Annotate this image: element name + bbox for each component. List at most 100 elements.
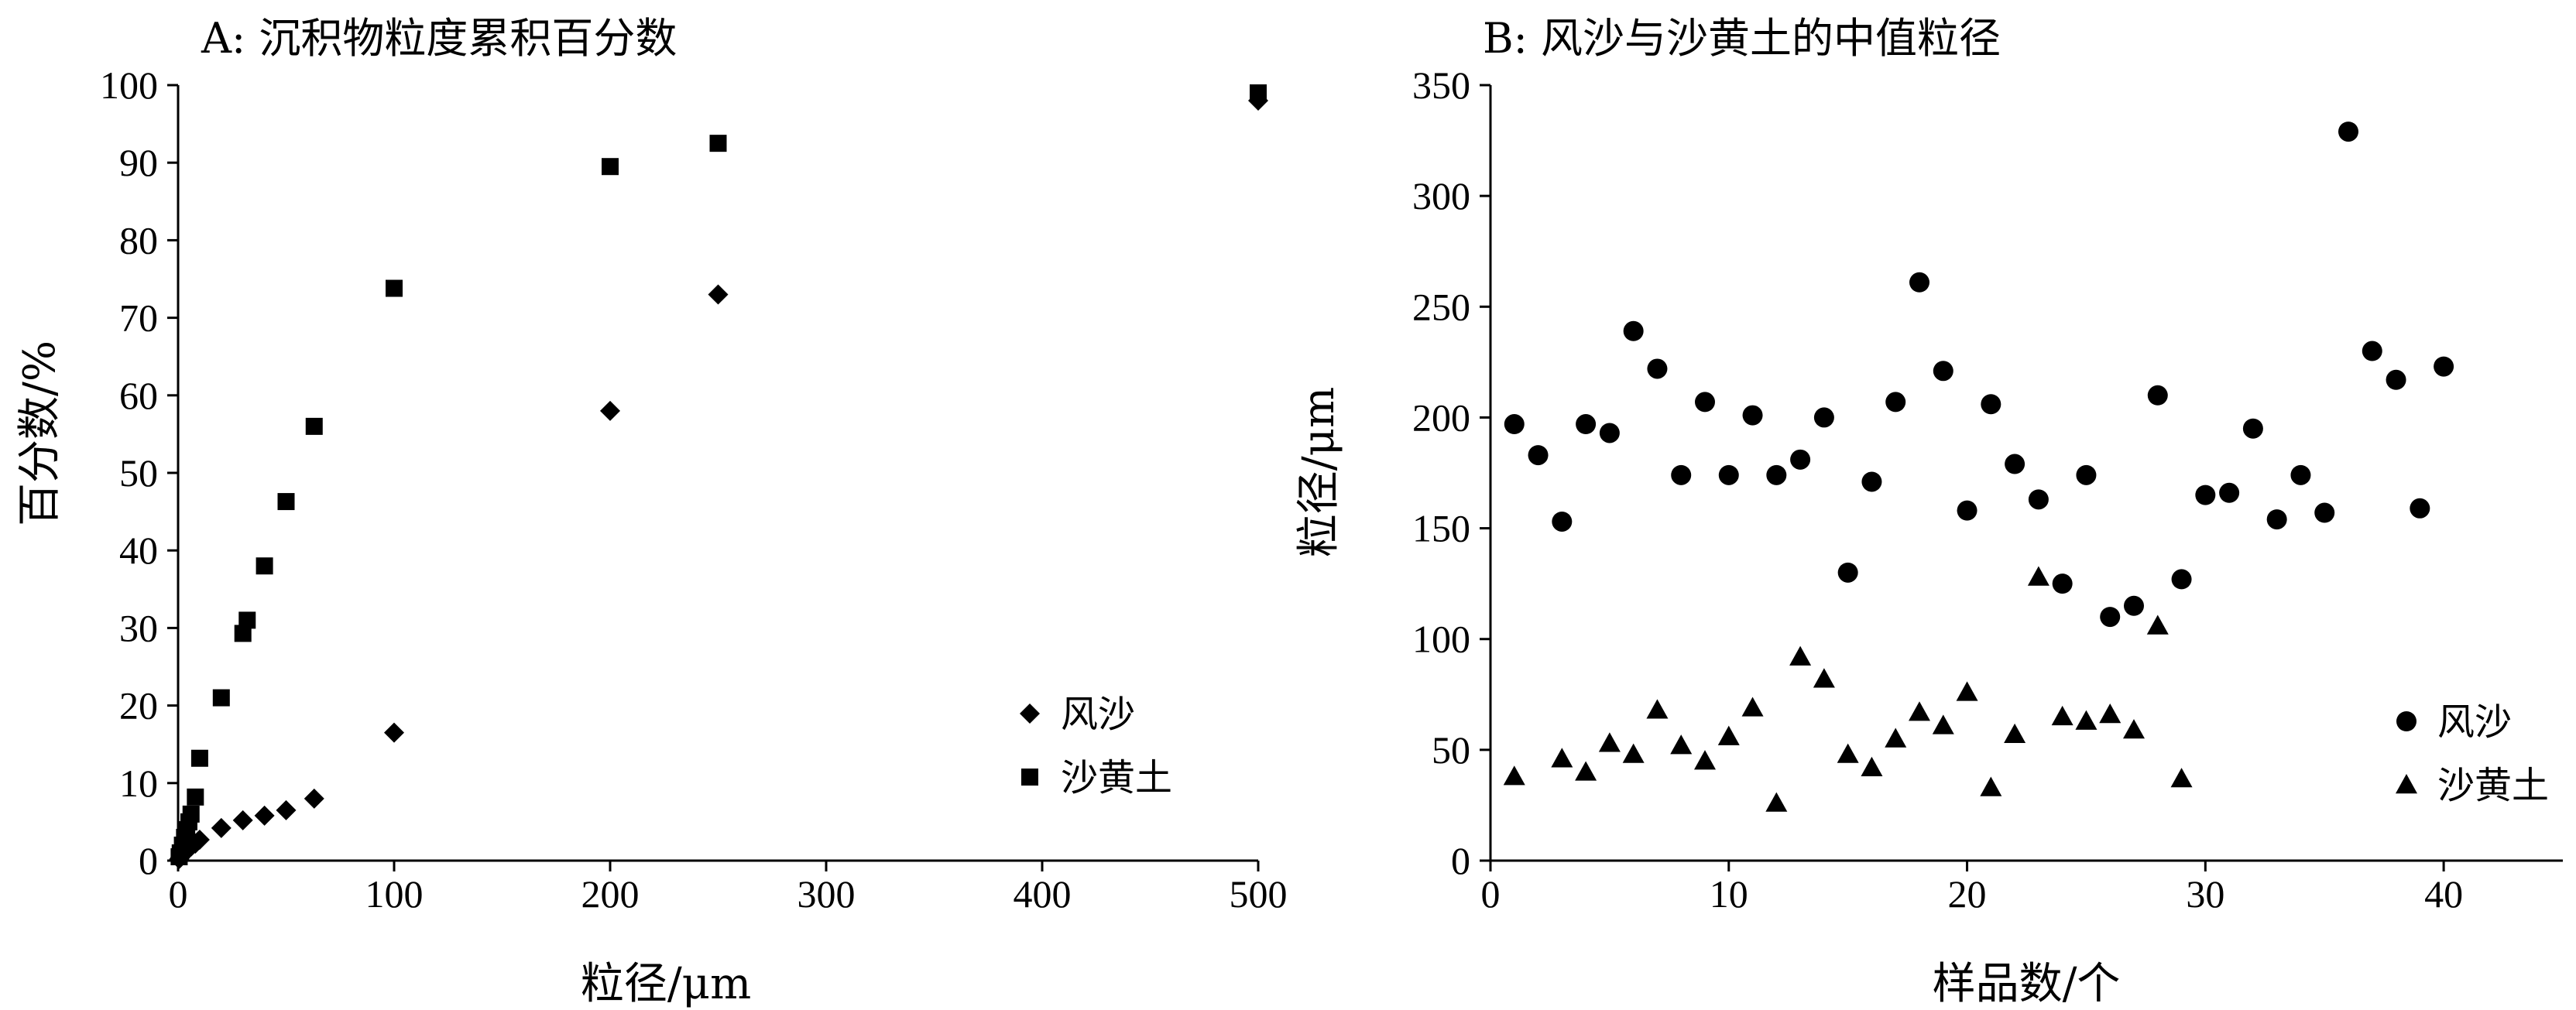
data-point bbox=[276, 799, 297, 820]
y-tick-label: 350 bbox=[1412, 63, 1470, 107]
data-point bbox=[2076, 464, 2097, 485]
data-point bbox=[2005, 454, 2025, 474]
data-point bbox=[234, 625, 252, 642]
data-point bbox=[1741, 697, 1764, 717]
data-point bbox=[1504, 414, 1525, 435]
y-tick-label: 200 bbox=[1412, 395, 1470, 439]
data-point bbox=[1552, 511, 1573, 532]
data-point bbox=[2100, 607, 2121, 628]
data-point bbox=[709, 135, 727, 152]
legend-label: 风沙 bbox=[2437, 700, 2512, 744]
data-point bbox=[2290, 464, 2311, 485]
data-point bbox=[2338, 122, 2358, 142]
y-tick-label: 100 bbox=[100, 63, 158, 107]
legend-marker-diamond bbox=[1020, 704, 1040, 724]
series-square bbox=[170, 84, 1267, 865]
data-point bbox=[1647, 358, 1668, 379]
y-tick-label: 50 bbox=[119, 451, 158, 495]
series-circle bbox=[1504, 122, 2454, 628]
data-point bbox=[1598, 732, 1621, 752]
y-tick-label: 300 bbox=[1412, 174, 1470, 217]
series-diamond bbox=[169, 91, 1268, 869]
y-tick-label: 60 bbox=[119, 374, 158, 417]
data-point bbox=[211, 817, 232, 838]
data-point bbox=[1861, 756, 1883, 776]
data-point bbox=[2051, 705, 2073, 726]
panel-b-y-axis-label: 粒径/μm bbox=[1294, 387, 1344, 557]
y-tick-label: 10 bbox=[119, 762, 158, 805]
data-point bbox=[2434, 356, 2454, 377]
data-point bbox=[182, 805, 200, 823]
data-point bbox=[2362, 341, 2382, 361]
data-point bbox=[1980, 776, 2002, 796]
x-tick-label: 200 bbox=[581, 872, 640, 916]
data-point bbox=[2052, 573, 2073, 594]
data-point bbox=[256, 557, 273, 575]
data-point bbox=[2386, 369, 2406, 390]
y-tick-label: 80 bbox=[119, 218, 158, 262]
x-tick-label: 10 bbox=[1710, 872, 1748, 916]
data-point bbox=[1599, 423, 1620, 443]
data-point bbox=[1837, 743, 1859, 763]
x-tick-label: 300 bbox=[797, 872, 856, 916]
y-tick-label: 250 bbox=[1412, 285, 1470, 328]
panel-b-x-axis-label: 样品数/个 bbox=[1933, 959, 2121, 1009]
legend-label: 风沙 bbox=[1061, 693, 1135, 736]
x-tick-label: 100 bbox=[365, 872, 424, 916]
data-point bbox=[2195, 484, 2216, 505]
data-point bbox=[232, 810, 253, 830]
y-tick-label: 150 bbox=[1412, 507, 1470, 550]
x-tick-label: 400 bbox=[1014, 872, 1072, 916]
data-point bbox=[305, 417, 323, 435]
data-point bbox=[2219, 482, 2240, 503]
data-point bbox=[2147, 385, 2168, 406]
panel-a-title: A: 沉积物粒度累积百分数 bbox=[201, 14, 677, 63]
data-point bbox=[1671, 464, 1692, 485]
data-point bbox=[2266, 509, 2287, 530]
data-point bbox=[1956, 681, 1978, 701]
data-point bbox=[2314, 502, 2335, 523]
data-point bbox=[1646, 699, 1669, 719]
data-point bbox=[2171, 569, 2192, 590]
y-tick-label: 0 bbox=[139, 839, 158, 882]
data-point bbox=[1250, 84, 1267, 102]
data-point bbox=[2004, 723, 2026, 744]
y-tick-label: 30 bbox=[119, 606, 158, 649]
data-point bbox=[1957, 500, 1977, 521]
data-point bbox=[238, 611, 256, 629]
panel-a-data-marks bbox=[169, 84, 1268, 869]
legend-marker-circle bbox=[2396, 711, 2417, 731]
y-tick-label: 70 bbox=[119, 296, 158, 340]
data-point bbox=[2146, 615, 2169, 635]
y-tick-label: 20 bbox=[119, 684, 158, 728]
data-point bbox=[1528, 445, 1549, 466]
y-tick-label: 90 bbox=[119, 141, 158, 184]
y-tick-label: 0 bbox=[1451, 839, 1470, 882]
data-point bbox=[254, 805, 275, 826]
x-tick-label: 40 bbox=[2424, 872, 2463, 916]
y-tick-label: 100 bbox=[1412, 618, 1470, 661]
data-point bbox=[1909, 701, 1930, 721]
x-tick-label: 0 bbox=[169, 872, 188, 916]
legend-label: 沙黄土 bbox=[1061, 756, 1172, 799]
data-point bbox=[386, 279, 403, 297]
panel-b-title: B: 风沙与沙黄土的中值粒径 bbox=[1483, 14, 2001, 63]
data-point bbox=[1885, 728, 1907, 748]
data-point bbox=[2123, 719, 2145, 739]
panel-b-chart: B: 风沙与沙黄土的中值粒径 样品数/个 粒径/μm 0 10 20 30 40 0 50 1… bbox=[1294, 14, 2563, 1009]
data-point bbox=[2027, 566, 2049, 586]
data-point bbox=[212, 689, 230, 707]
data-point bbox=[1622, 743, 1645, 763]
panel-a-x-axis-label: 粒径/μm bbox=[581, 959, 751, 1009]
x-tick-label: 500 bbox=[1230, 872, 1288, 916]
data-point bbox=[190, 749, 208, 767]
panel-a-y-axis-label: 百分数/% bbox=[15, 341, 65, 526]
data-point bbox=[2028, 489, 2049, 510]
data-point bbox=[708, 284, 729, 305]
data-point bbox=[1885, 392, 1906, 413]
data-point bbox=[1765, 792, 1788, 812]
panel-b-data-marks bbox=[1503, 122, 2454, 812]
